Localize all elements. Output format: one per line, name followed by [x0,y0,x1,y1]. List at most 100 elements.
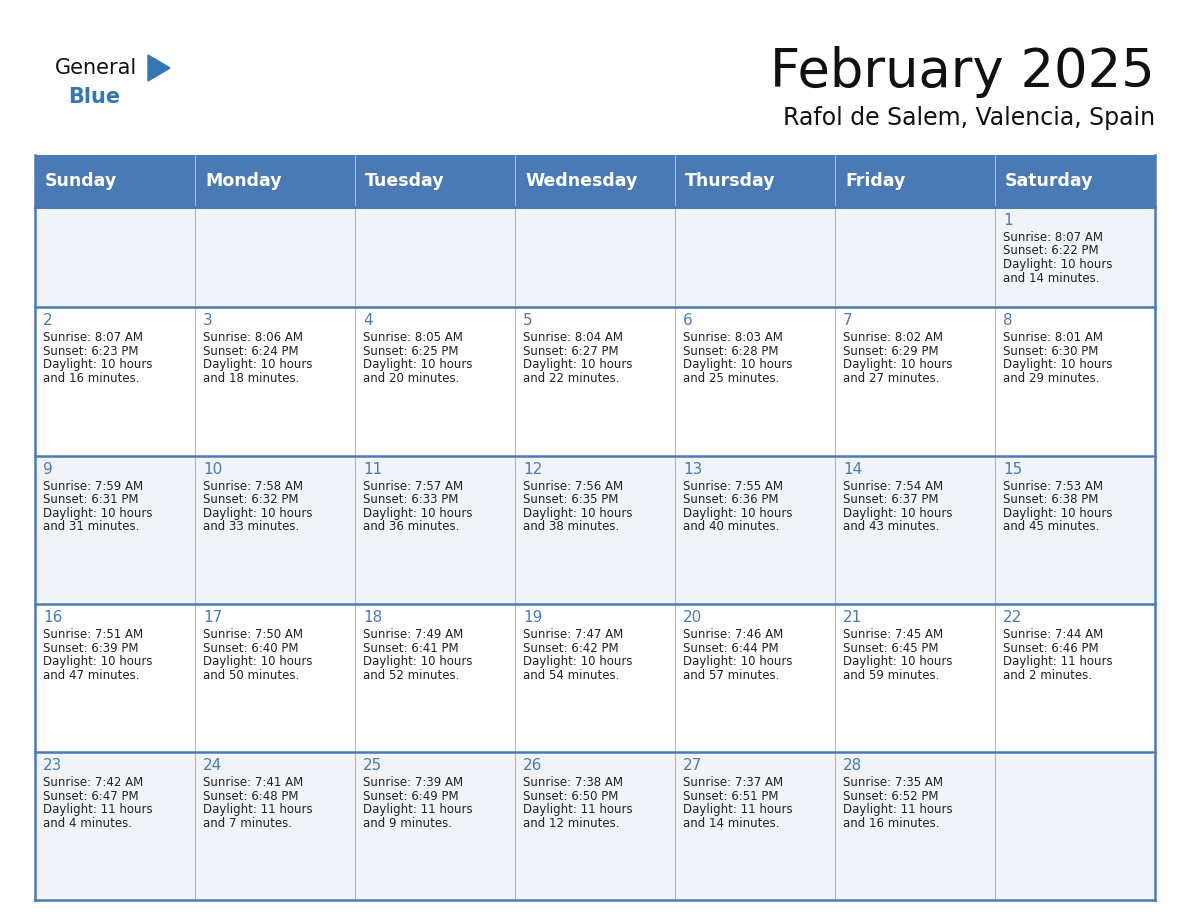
Text: and 52 minutes.: and 52 minutes. [364,668,460,681]
Text: 3: 3 [203,313,213,329]
Text: Daylight: 10 hours: Daylight: 10 hours [683,359,792,372]
Text: Sunset: 6:52 PM: Sunset: 6:52 PM [843,789,939,803]
Text: Sunrise: 7:47 AM: Sunrise: 7:47 AM [523,628,624,641]
Text: Friday: Friday [845,172,905,190]
Bar [835,207,996,308]
Text: Sunset: 6:30 PM: Sunset: 6:30 PM [1003,345,1099,358]
Bar [996,308,1155,455]
Text: Sunset: 6:23 PM: Sunset: 6:23 PM [43,345,139,358]
Bar [34,604,195,753]
Bar [355,604,516,753]
Text: Sunrise: 7:49 AM: Sunrise: 7:49 AM [364,628,463,641]
Text: and 22 minutes.: and 22 minutes. [523,372,619,385]
Text: 11: 11 [364,462,383,476]
Bar [34,455,195,604]
Text: Sunrise: 7:46 AM: Sunrise: 7:46 AM [683,628,783,641]
Text: Sunset: 6:45 PM: Sunset: 6:45 PM [843,642,939,655]
Bar [835,604,996,753]
Text: Sunset: 6:22 PM: Sunset: 6:22 PM [1003,244,1099,258]
Text: Sunset: 6:33 PM: Sunset: 6:33 PM [364,493,459,507]
Text: Daylight: 10 hours: Daylight: 10 hours [523,655,632,668]
Bar [516,604,675,753]
Text: and 2 minutes.: and 2 minutes. [1003,668,1092,681]
Text: Daylight: 10 hours: Daylight: 10 hours [1003,258,1112,271]
Text: Sunset: 6:47 PM: Sunset: 6:47 PM [43,789,139,803]
Text: Sunrise: 7:59 AM: Sunrise: 7:59 AM [43,480,143,493]
Text: Sunrise: 7:44 AM: Sunrise: 7:44 AM [1003,628,1104,641]
Text: Sunrise: 7:39 AM: Sunrise: 7:39 AM [364,777,463,789]
Text: and 54 minutes.: and 54 minutes. [523,668,619,681]
Text: and 20 minutes.: and 20 minutes. [364,372,460,385]
Text: and 25 minutes.: and 25 minutes. [683,372,779,385]
Text: Sunrise: 7:51 AM: Sunrise: 7:51 AM [43,628,143,641]
Bar [34,753,195,900]
Text: Sunset: 6:44 PM: Sunset: 6:44 PM [683,642,778,655]
Text: Sunset: 6:32 PM: Sunset: 6:32 PM [203,493,298,507]
Text: 14: 14 [843,462,862,476]
Text: Sunrise: 7:56 AM: Sunrise: 7:56 AM [523,480,624,493]
Text: Daylight: 10 hours: Daylight: 10 hours [683,507,792,520]
Text: Sunrise: 8:04 AM: Sunrise: 8:04 AM [523,331,623,344]
Text: Daylight: 10 hours: Daylight: 10 hours [203,359,312,372]
Text: Sunset: 6:29 PM: Sunset: 6:29 PM [843,345,939,358]
Bar [516,308,675,455]
Text: 24: 24 [203,758,222,773]
Bar [34,308,195,455]
Bar [516,155,675,207]
Text: Sunrise: 7:45 AM: Sunrise: 7:45 AM [843,628,943,641]
Text: 4: 4 [364,313,373,329]
Text: 23: 23 [43,758,63,773]
Bar [996,753,1155,900]
Text: Sunset: 6:40 PM: Sunset: 6:40 PM [203,642,298,655]
Text: February 2025: February 2025 [770,46,1155,98]
Text: and 38 minutes.: and 38 minutes. [523,521,619,533]
Text: 19: 19 [523,610,543,625]
Text: 16: 16 [43,610,63,625]
Text: and 18 minutes.: and 18 minutes. [203,372,299,385]
Text: 21: 21 [843,610,862,625]
Text: and 40 minutes.: and 40 minutes. [683,521,779,533]
Text: Daylight: 11 hours: Daylight: 11 hours [43,803,152,816]
Bar [996,604,1155,753]
Bar [355,455,516,604]
Text: Daylight: 10 hours: Daylight: 10 hours [1003,507,1112,520]
Text: 7: 7 [843,313,853,329]
Text: Daylight: 10 hours: Daylight: 10 hours [843,655,953,668]
Text: Sunset: 6:37 PM: Sunset: 6:37 PM [843,493,939,507]
Text: Sunset: 6:42 PM: Sunset: 6:42 PM [523,642,619,655]
Text: Daylight: 11 hours: Daylight: 11 hours [683,803,792,816]
Text: Sunrise: 8:02 AM: Sunrise: 8:02 AM [843,331,943,344]
Text: 15: 15 [1003,462,1022,476]
Text: Daylight: 10 hours: Daylight: 10 hours [203,655,312,668]
Text: and 16 minutes.: and 16 minutes. [43,372,139,385]
Text: Sunrise: 7:35 AM: Sunrise: 7:35 AM [843,777,943,789]
Bar [996,155,1155,207]
Text: Daylight: 10 hours: Daylight: 10 hours [843,359,953,372]
Text: Daylight: 11 hours: Daylight: 11 hours [203,803,312,816]
Text: Sunset: 6:48 PM: Sunset: 6:48 PM [203,789,298,803]
Text: Blue: Blue [68,87,120,107]
Text: 12: 12 [523,462,542,476]
Text: and 27 minutes.: and 27 minutes. [843,372,940,385]
Text: 1: 1 [1003,213,1012,228]
Bar [516,455,675,604]
Text: Daylight: 10 hours: Daylight: 10 hours [523,507,632,520]
Polygon shape [148,55,170,81]
Text: General: General [55,58,138,78]
Text: Sunset: 6:39 PM: Sunset: 6:39 PM [43,642,139,655]
Text: Sunrise: 7:37 AM: Sunrise: 7:37 AM [683,777,783,789]
Text: Sunrise: 8:03 AM: Sunrise: 8:03 AM [683,331,783,344]
Text: and 45 minutes.: and 45 minutes. [1003,521,1099,533]
Bar [835,308,996,455]
Text: Sunrise: 8:07 AM: Sunrise: 8:07 AM [1003,231,1102,244]
Text: Daylight: 10 hours: Daylight: 10 hours [203,507,312,520]
Bar [195,207,355,308]
Text: Sunrise: 8:07 AM: Sunrise: 8:07 AM [43,331,143,344]
Text: Daylight: 10 hours: Daylight: 10 hours [843,507,953,520]
Text: Daylight: 10 hours: Daylight: 10 hours [683,655,792,668]
Bar [195,753,355,900]
Text: and 36 minutes.: and 36 minutes. [364,521,460,533]
Text: Sunrise: 7:57 AM: Sunrise: 7:57 AM [364,480,463,493]
Bar [195,155,355,207]
Bar [675,207,835,308]
